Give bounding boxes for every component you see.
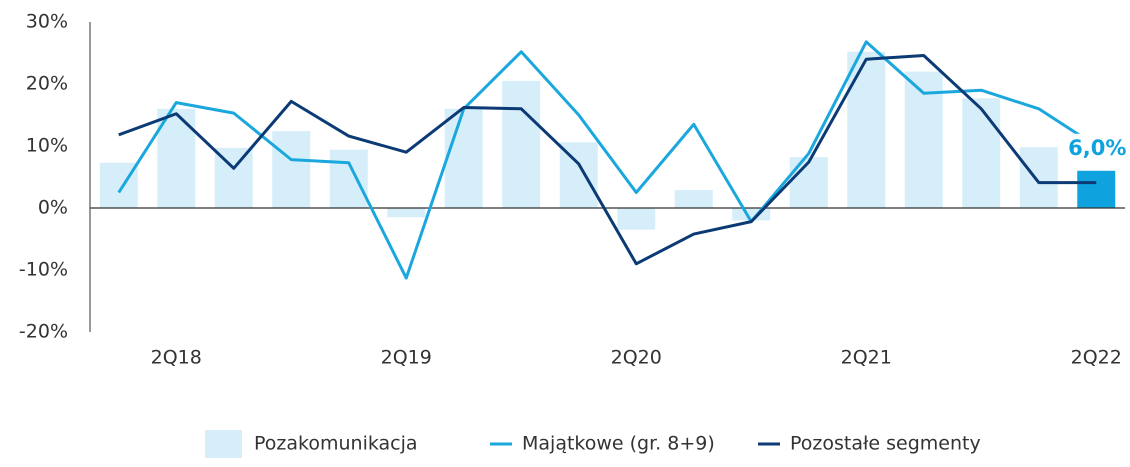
y-tick-label: 0%: [38, 197, 68, 219]
x-tick-label: 2Q18: [151, 347, 202, 369]
legend-swatch: [205, 430, 242, 458]
y-tick-label: 30%: [26, 11, 68, 33]
legend-label: Majątkowe (gr. 8+9): [522, 433, 715, 455]
bar: [1019, 147, 1058, 208]
y-tick-label: 20%: [26, 73, 68, 95]
bar: [847, 51, 886, 209]
bar: [617, 208, 656, 230]
y-tick-label: 10%: [26, 135, 68, 157]
bar: [789, 157, 828, 208]
y-tick-label: -20%: [19, 321, 68, 343]
x-tick-label: 2Q21: [841, 347, 892, 369]
line-series: [117, 40, 1098, 280]
x-tick-label: 2Q19: [381, 347, 432, 369]
y-tick-label: -10%: [19, 259, 68, 281]
bar: [272, 131, 311, 208]
legend-label: Pozostałe segmenty: [790, 433, 981, 455]
bar: [502, 80, 541, 208]
x-tick-label: 2Q22: [1071, 347, 1122, 369]
legend-label: Pozakomunikacja: [254, 433, 418, 455]
data-label: 6,0%: [1068, 136, 1126, 160]
bar: [444, 108, 483, 208]
bar: [674, 190, 713, 208]
label-bg: [1061, 133, 1130, 162]
line-series: [118, 53, 1097, 266]
bar: [329, 149, 368, 208]
x-tick-label: 2Q20: [611, 347, 662, 369]
bar: [962, 98, 1001, 208]
bar: [1077, 170, 1116, 208]
bar: [387, 208, 426, 218]
